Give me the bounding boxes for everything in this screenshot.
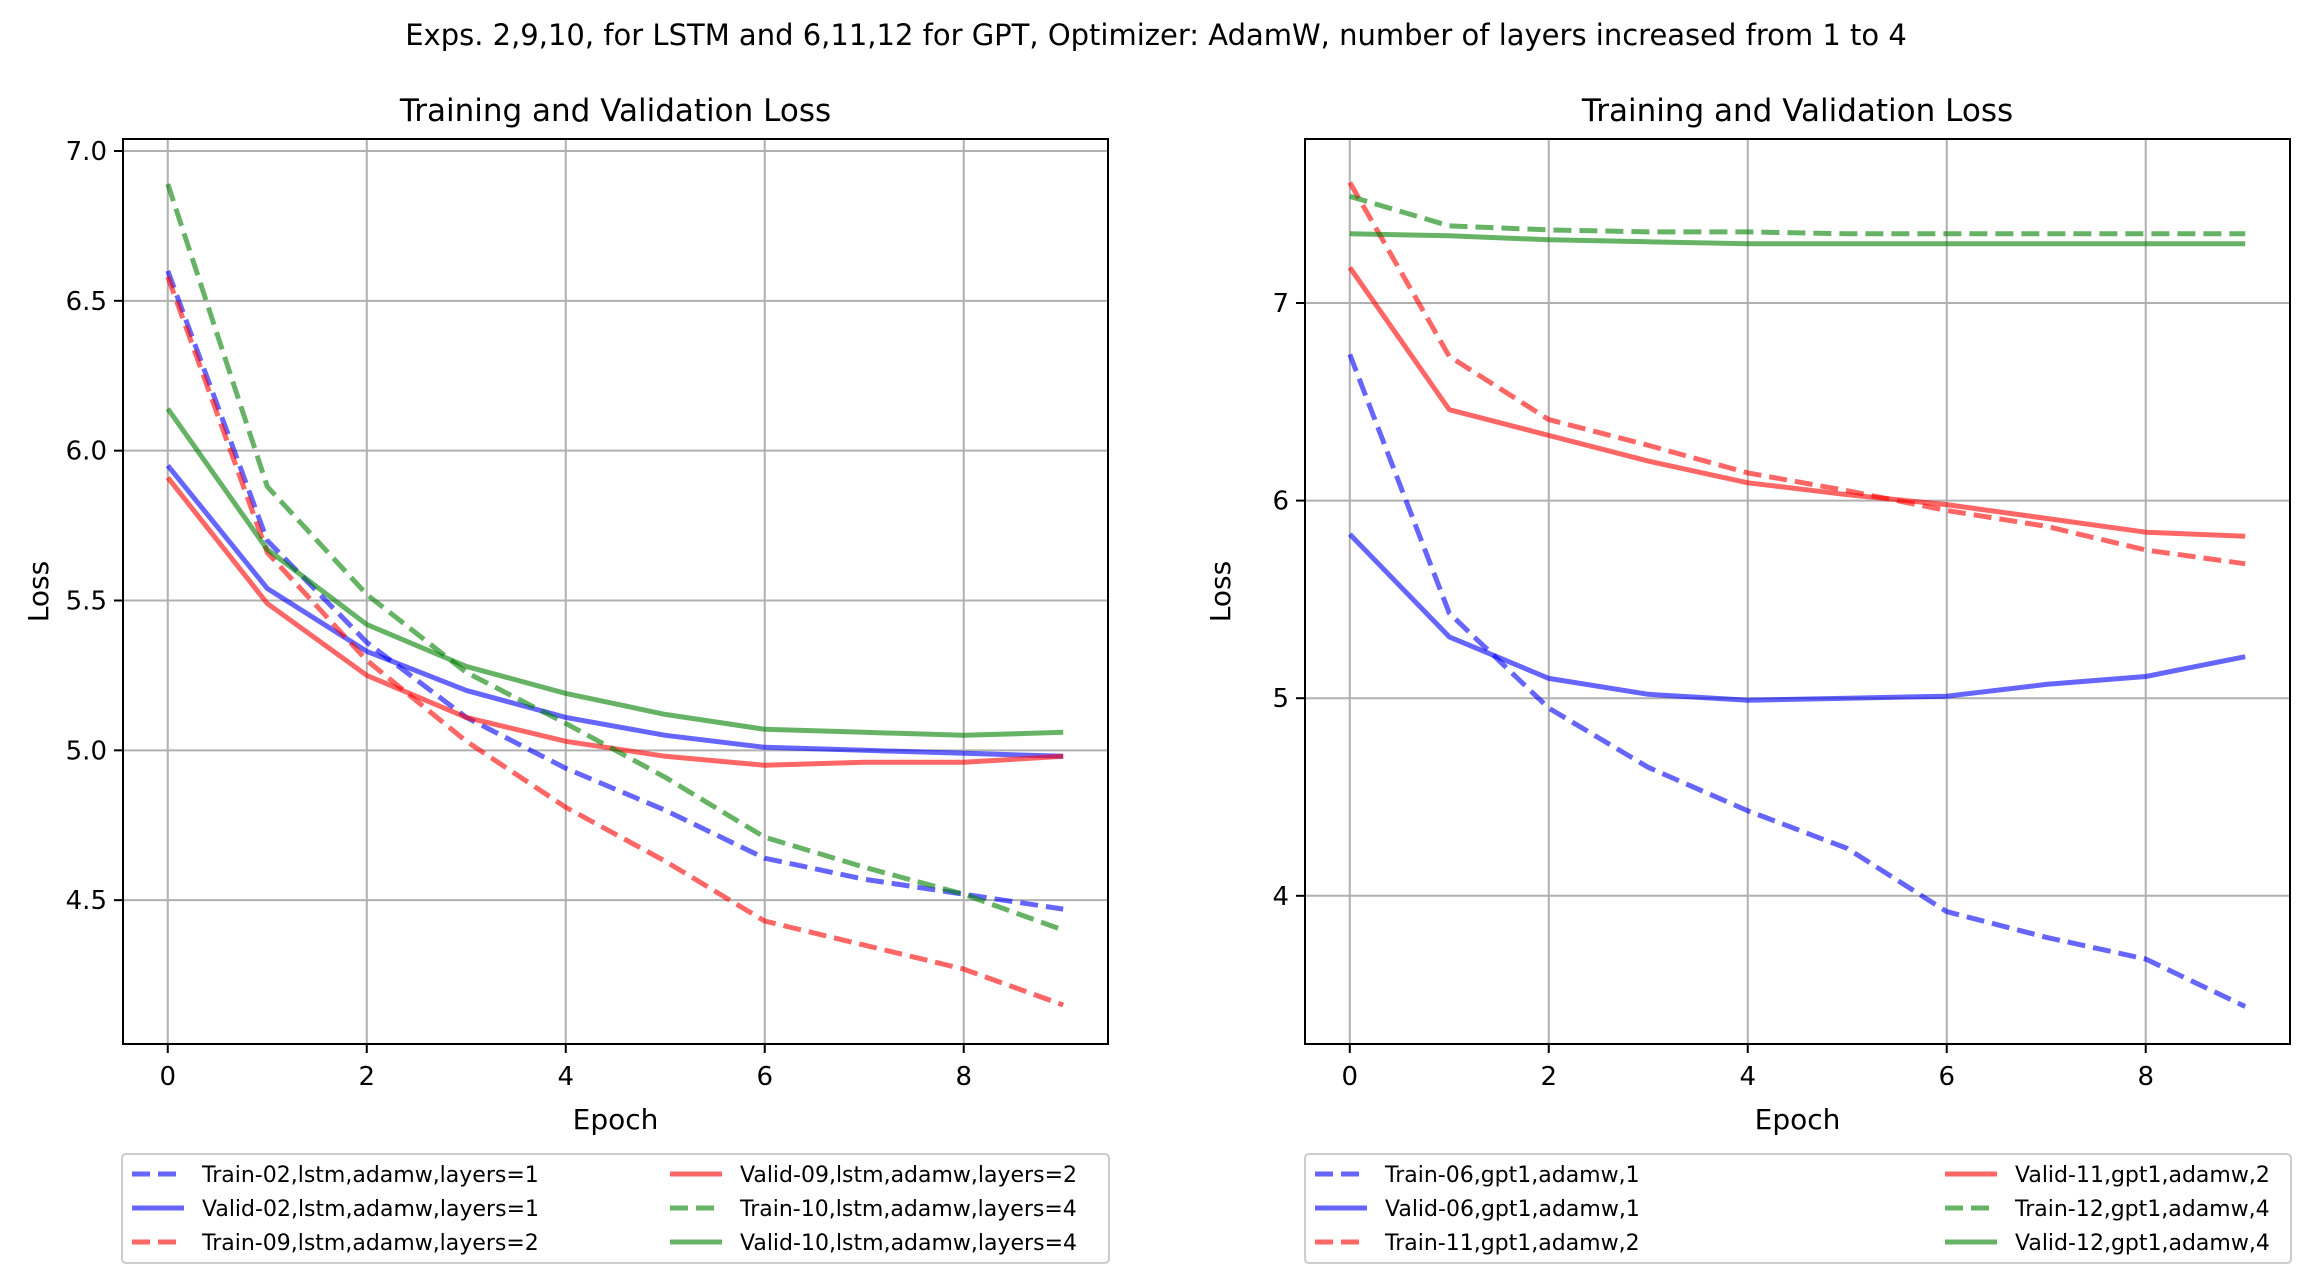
series-group (165, 183, 1065, 1008)
figure-title: Exps. 2,9,10, for LSTM and 6,11,12 for G… (405, 18, 1907, 52)
y-axis-label: Loss (22, 561, 55, 622)
series-line-4 (165, 183, 1065, 933)
series-line-1 (165, 464, 1064, 759)
x-tick-label: 4 (557, 1062, 574, 1092)
legend-label-2: Train-09,lstm,adamw,layers=2 (201, 1231, 539, 1256)
y-tick-label: 4 (1272, 882, 1289, 912)
lstm-loss-chart: 0 2 4 6 8 4.5 5.0 5.5 6.0 6.5 7.0 Training and Vali… (22, 93, 1110, 1264)
legend-label-5: Valid-12,gpt1,adamw,4 (2015, 1231, 2270, 1256)
x-tick-label: 6 (1938, 1062, 1955, 1092)
x-tick-label: 0 (1341, 1062, 1358, 1092)
x-axis-label: Epoch (573, 1103, 659, 1136)
series-line-1 (1348, 532, 2246, 703)
x-tick-label: 2 (1540, 1062, 1557, 1092)
chart-title: Training and Validation Loss (1581, 93, 2013, 129)
legend-label-0: Train-02,lstm,adamw,layers=1 (201, 1163, 539, 1188)
gpt-loss-chart: 0 2 4 6 8 4 5 6 7 Training and Validation Loss Epo… (1204, 93, 2292, 1264)
series-line-5 (1349, 231, 2246, 247)
series-line-2 (1347, 181, 2246, 567)
series-line-0 (1347, 353, 2247, 1009)
x-tick-label: 6 (756, 1062, 773, 1092)
y-tick-label: 4.5 (66, 886, 107, 916)
y-tick-label: 6.0 (66, 437, 107, 467)
legend-label-1: Valid-06,gpt1,adamw,1 (1385, 1197, 1640, 1222)
legend-label-3: Valid-09,lstm,adamw,layers=2 (740, 1163, 1077, 1188)
y-tick-label: 5.5 (66, 586, 107, 616)
x-axis-label: Epoch (1755, 1103, 1841, 1136)
chart-title: Training and Validation Loss (399, 93, 831, 129)
x-tick-label: 8 (2137, 1062, 2154, 1092)
legend-label-2: Train-11,gpt1,adamw,2 (1384, 1231, 1640, 1256)
series-line-2 (165, 275, 1065, 1008)
series-line-4 (1349, 193, 2246, 237)
grid (123, 139, 1108, 1044)
x-tick-label: 8 (955, 1062, 972, 1092)
legend-label-3: Valid-11,gpt1,adamw,2 (2015, 1163, 2270, 1188)
legend-label-4: Train-12,gpt1,adamw,4 (2014, 1197, 2270, 1222)
plot-frame (122, 138, 1109, 1045)
series-line-5 (165, 407, 1064, 738)
legend-frame (1304, 1153, 2292, 1264)
y-tick-label: 7 (1272, 289, 1289, 319)
x-tick-label: 2 (358, 1062, 375, 1092)
legend-frame (121, 1153, 1110, 1264)
y-tick-label: 6 (1272, 487, 1289, 517)
legend-label-4: Train-10,lstm,adamw,layers=4 (739, 1197, 1077, 1222)
legend-label-5: Valid-10,lstm,adamw,layers=4 (740, 1231, 1077, 1256)
legend-label-0: Train-06,gpt1,adamw,1 (1384, 1163, 1640, 1188)
legend: Train-06,gpt1,adamw,1 Valid-06,gpt1,adamw… (1304, 1153, 2292, 1264)
x-tick-label: 4 (1739, 1062, 1756, 1092)
plot-frame (1304, 138, 2291, 1045)
y-tick-label: 5 (1272, 684, 1289, 714)
y-tick-label: 5.0 (66, 736, 107, 766)
legend: Train-02,lstm,adamw,layers=1 Valid-02,lst… (121, 1153, 1110, 1264)
y-axis-label: Loss (1204, 561, 1237, 622)
grid (1305, 139, 2290, 1044)
series-line-3 (1347, 265, 2246, 539)
y-tick-label: 6.5 (66, 287, 107, 317)
x-tick-label: 0 (159, 1062, 176, 1092)
y-tick-label: 7.0 (66, 137, 107, 167)
series-group (1347, 181, 2247, 1009)
legend-label-1: Valid-02,lstm,adamw,layers=1 (202, 1197, 539, 1222)
